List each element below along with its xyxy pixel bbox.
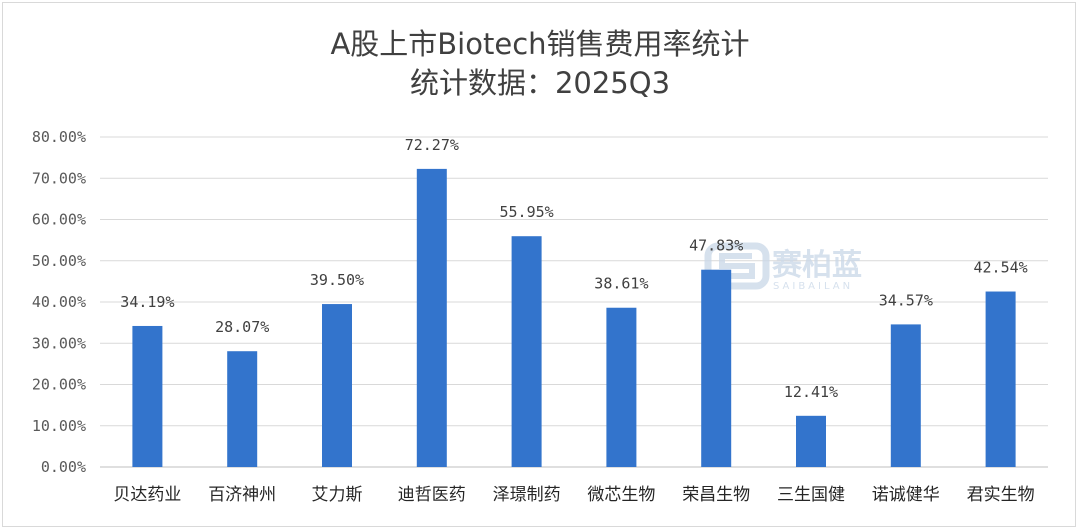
- y-tick-label: 20.00%: [32, 376, 86, 394]
- bar: [985, 291, 1016, 467]
- y-tick-label: 10.00%: [32, 417, 86, 435]
- x-axis-categories: 贝达药业 百济神州 艾力斯 迪哲医药 泽璟制药 微芯生物 荣昌生物 三生国健 诺诚健华 君实生物: [113, 485, 1034, 505]
- y-tick-label: 40.00%: [32, 293, 86, 311]
- x-category-label: 荣昌生物: [682, 485, 750, 505]
- x-category-label: 微芯生物: [587, 485, 655, 505]
- gridlines: [100, 136, 1048, 468]
- watermark: 赛柏蓝 SAIBAILAN: [704, 242, 862, 292]
- bar: [322, 304, 352, 467]
- chart-subtitle: 统计数据：2025Q3: [410, 66, 670, 100]
- y-tick-label: 0.00%: [41, 458, 86, 476]
- y-axis-ticks: 0.00% 10.00% 20.00% 30.00% 40.00% 50.00% 60.00…: [32, 128, 86, 476]
- data-labels: 34.19% 28.07% 39.50% 72.27% 55.95% 38.61% 47.8…: [120, 136, 1027, 401]
- y-tick-label: 60.00%: [32, 211, 86, 229]
- data-label: 34.57%: [879, 291, 933, 309]
- bar: [227, 351, 258, 467]
- x-category-label: 君实生物: [967, 485, 1035, 505]
- y-tick-label: 30.00%: [32, 334, 86, 352]
- watermark-subtext: SAIBAILAN: [773, 281, 853, 292]
- bar: [890, 324, 921, 467]
- x-category-label: 迪哲医药: [398, 485, 466, 505]
- bar: [511, 236, 542, 467]
- watermark-text: 赛柏蓝: [772, 248, 862, 283]
- data-label: 42.54%: [974, 259, 1028, 277]
- data-label: 34.19%: [120, 293, 174, 311]
- x-category-label: 百济神州: [208, 485, 276, 505]
- x-category-label: 诺诚健华: [872, 485, 940, 505]
- data-label: 47.83%: [689, 237, 743, 255]
- x-category-label: 泽璟制药: [493, 485, 561, 505]
- data-label: 28.07%: [215, 318, 269, 336]
- bar: [416, 168, 447, 468]
- x-category-label: 三生国健: [777, 485, 845, 505]
- data-label: 39.50%: [310, 271, 364, 289]
- x-category-label: 贝达药业: [113, 485, 181, 505]
- y-tick-label: 70.00%: [32, 169, 86, 187]
- data-label: 12.41%: [784, 383, 838, 401]
- watermark-logo-icon: [704, 242, 770, 290]
- bar: [132, 325, 163, 467]
- chart-title: A股上市Biotech销售费用率统计: [330, 27, 749, 61]
- bar: [606, 307, 637, 467]
- data-label: 38.61%: [594, 275, 648, 293]
- y-tick-label: 50.00%: [32, 252, 86, 270]
- x-category-label: 艾力斯: [312, 485, 363, 505]
- data-label: 72.27%: [405, 136, 459, 154]
- bar: [796, 415, 826, 467]
- y-tick-label: 80.00%: [32, 128, 86, 146]
- data-label: 55.95%: [500, 203, 554, 221]
- bar: [701, 269, 732, 467]
- bars: [132, 168, 1016, 468]
